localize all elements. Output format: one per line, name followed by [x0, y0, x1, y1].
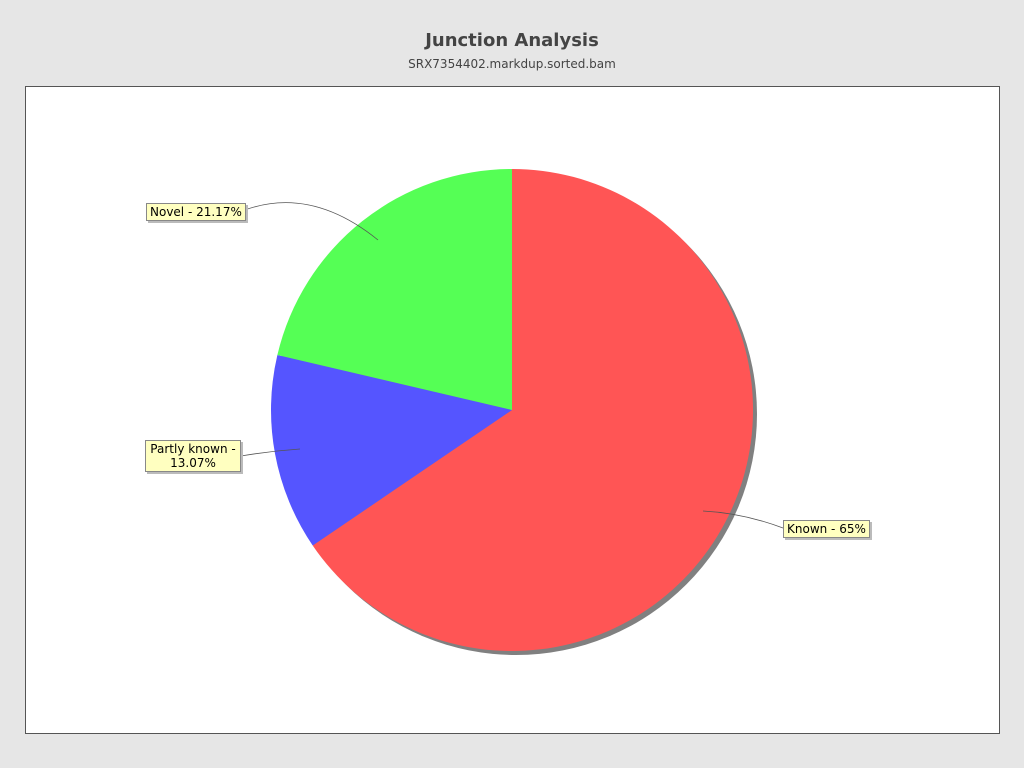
label-novel: Novel - 21.17%: [146, 203, 246, 221]
label-known: Known - 65%: [783, 520, 870, 538]
chart-title: Junction Analysis: [425, 30, 599, 51]
leader-line-known: [702, 510, 784, 529]
leader-line-novel: [241, 202, 379, 241]
pie-slice-partly-known: [271, 354, 512, 546]
chart-subtitle: SRX7354402.markdup.sorted.bam: [408, 57, 616, 71]
leader-line-partly-known: [240, 448, 301, 457]
label-partly-known: Partly known - 13.07%: [145, 440, 241, 472]
pie-slice-novel: [277, 169, 512, 410]
pie-slice-known: [312, 169, 753, 651]
